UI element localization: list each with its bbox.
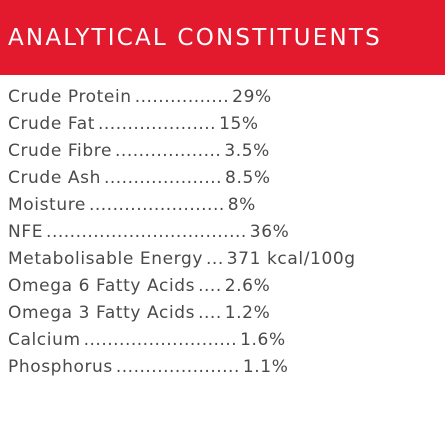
- dot-leader: ................: [134, 87, 230, 107]
- constituents-list: Crude Protein ................ 29% Crude…: [8, 84, 442, 381]
- row-label: Calcium: [8, 330, 81, 350]
- dot-leader: ....: [198, 276, 222, 296]
- list-item: Omega 3 Fatty Acids .... 1.2%: [8, 300, 442, 327]
- list-item: Crude Fat .................... 15%: [8, 111, 442, 138]
- list-item: Crude Fibre .................. 3.5%: [8, 138, 442, 165]
- row-value: 2.6%: [224, 276, 271, 296]
- row-value: 8%: [227, 195, 256, 215]
- dot-leader: ...: [206, 249, 224, 269]
- row-label: Omega 3 Fatty Acids: [8, 303, 196, 323]
- page-title: ANALYTICAL CONSTITUENTS: [8, 24, 382, 51]
- dot-leader: ..................: [115, 141, 222, 161]
- row-label: Phosphorus: [8, 357, 113, 377]
- dot-leader: ..........................: [83, 330, 238, 350]
- row-label: Moisture: [8, 195, 86, 215]
- dot-leader: ....: [198, 303, 222, 323]
- row-label: Crude Protein: [8, 87, 132, 107]
- row-label: Crude Fibre: [8, 141, 113, 161]
- row-label: Omega 6 Fatty Acids: [8, 276, 196, 296]
- row-value: 1.2%: [224, 303, 271, 323]
- row-value: 15%: [219, 114, 259, 134]
- header-banner: ANALYTICAL CONSTITUENTS: [0, 0, 445, 75]
- list-item: Omega 6 Fatty Acids .... 2.6%: [8, 273, 442, 300]
- list-item: Crude Protein ................ 29%: [8, 84, 442, 111]
- row-label: Crude Fat: [8, 114, 95, 134]
- list-item: Moisture ....................... 8%: [8, 192, 442, 219]
- row-value: 1.6%: [240, 330, 286, 350]
- dot-leader: ..................................: [46, 222, 247, 242]
- list-item: Crude Ash .................... 8.5%: [8, 165, 442, 192]
- row-label: Crude Ash: [8, 168, 101, 188]
- dot-leader: ....................: [103, 168, 223, 188]
- row-label: Metabolisable Energy: [8, 249, 204, 269]
- dot-leader: .......................: [88, 195, 225, 215]
- row-value: 29%: [232, 87, 272, 107]
- list-item: Calcium .......................... 1.6%: [8, 327, 442, 354]
- row-value: 8.5%: [225, 168, 271, 188]
- list-item: Metabolisable Energy ... 371 kcal/100g: [8, 246, 442, 273]
- list-item: NFE .................................. 3…: [8, 219, 442, 246]
- row-label: NFE: [8, 222, 44, 242]
- row-value: 3.5%: [224, 141, 270, 161]
- row-value: 36%: [249, 222, 290, 242]
- row-value: 1.1%: [242, 357, 289, 377]
- list-item: Phosphorus ..................... 1.1%: [8, 354, 442, 381]
- dot-leader: .....................: [115, 357, 240, 377]
- row-value: 371 kcal/100g: [226, 249, 356, 269]
- dot-leader: ....................: [98, 114, 217, 134]
